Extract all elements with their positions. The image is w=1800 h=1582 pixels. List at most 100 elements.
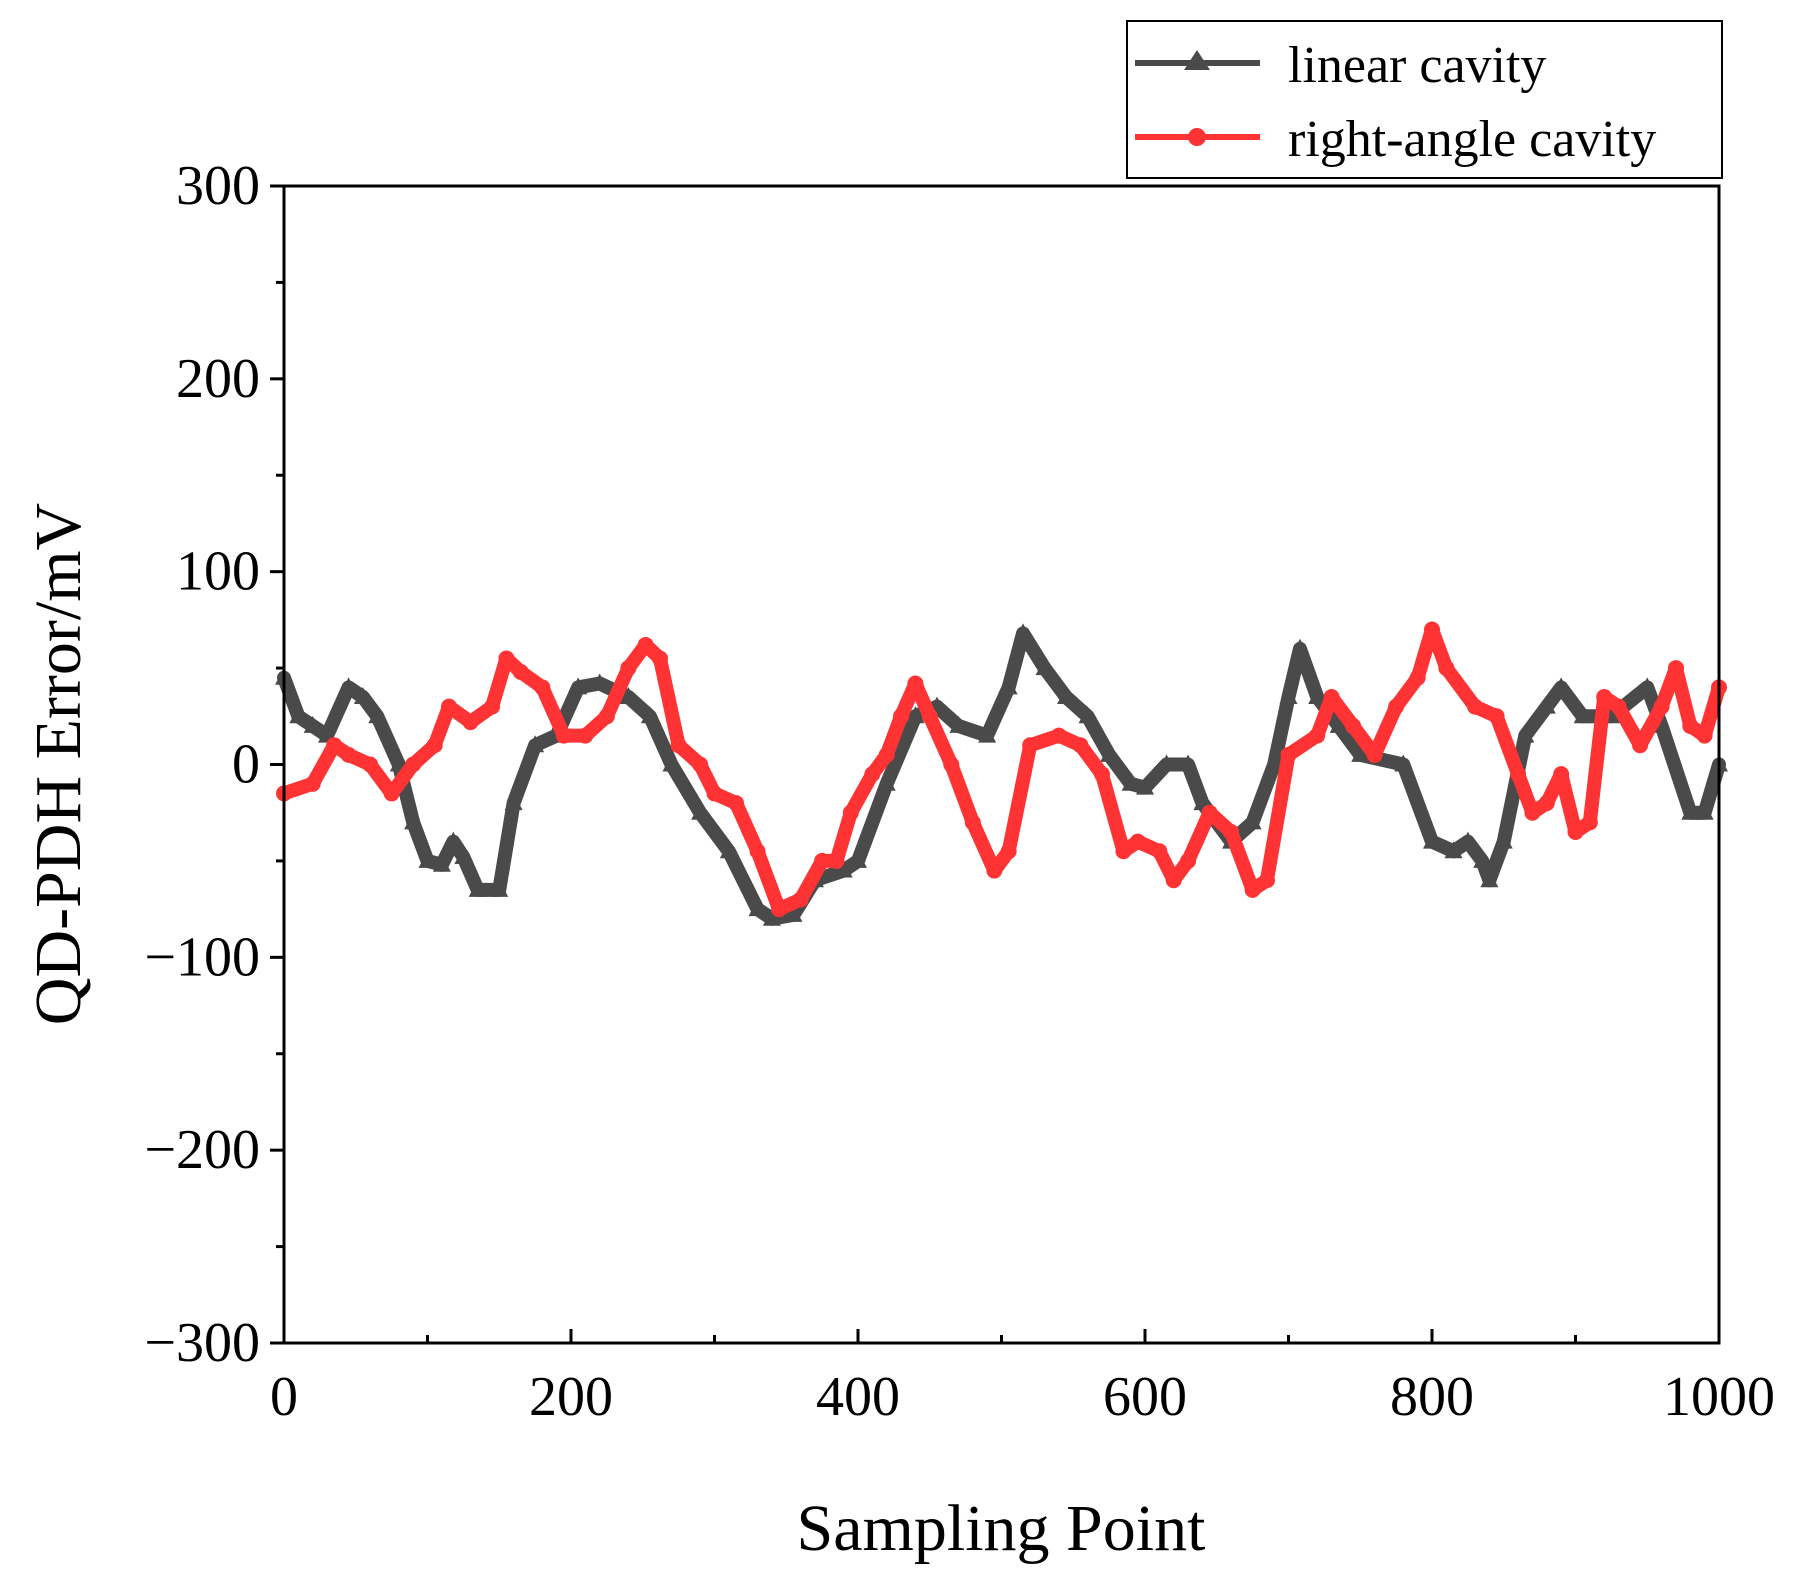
data-point <box>454 847 473 865</box>
data-point <box>864 766 881 783</box>
data-point <box>526 735 545 753</box>
data-point <box>1510 766 1527 783</box>
data-point <box>748 899 767 917</box>
data-point <box>1467 698 1484 715</box>
data-point <box>1423 831 1441 849</box>
data-point <box>418 850 437 868</box>
y-tick-label: 100 <box>176 541 260 603</box>
data-point <box>1201 804 1218 821</box>
data-point <box>1093 766 1110 783</box>
data-point <box>590 673 609 691</box>
y-tick-label: −200 <box>144 1119 260 1181</box>
data-point <box>1695 802 1714 820</box>
data-point <box>1394 754 1413 772</box>
data-point <box>1480 870 1499 888</box>
data-point <box>462 714 479 731</box>
data-point <box>1129 833 1146 850</box>
data-point <box>1290 638 1309 656</box>
data-point <box>1258 872 1275 889</box>
data-point <box>504 793 523 811</box>
data-point <box>289 706 308 724</box>
y-tick-label: 300 <box>176 155 260 217</box>
data-point <box>1473 850 1492 868</box>
data-point <box>1488 708 1505 725</box>
data-point <box>1516 725 1535 743</box>
data-point <box>1567 823 1584 840</box>
data-point <box>1494 831 1513 849</box>
data-point <box>1345 717 1362 734</box>
data-point <box>1538 795 1555 812</box>
data-point <box>1121 773 1140 791</box>
data-point <box>619 687 638 705</box>
data-point <box>326 737 343 754</box>
data-point <box>943 756 960 773</box>
data-point <box>1667 660 1684 677</box>
data-point <box>1280 746 1297 763</box>
data-point <box>1308 687 1327 705</box>
x-tick-label: 600 <box>1103 1366 1187 1428</box>
y-tick-label: 0 <box>232 734 260 796</box>
data-point <box>878 746 895 763</box>
data-point <box>986 862 1003 879</box>
data-point <box>1632 737 1649 754</box>
data-point <box>949 715 968 733</box>
data-point <box>340 746 357 763</box>
data-point <box>978 725 997 743</box>
data-point <box>771 901 788 918</box>
data-point <box>1388 698 1405 715</box>
y-tick-label: −100 <box>144 926 260 988</box>
data-point <box>906 706 925 724</box>
data-point <box>999 677 1018 695</box>
data-point <box>640 706 659 724</box>
data-point <box>1000 843 1017 860</box>
data-point <box>1424 621 1440 638</box>
data-point <box>303 715 322 733</box>
data-point <box>834 860 853 878</box>
data-point <box>569 677 588 695</box>
data-point <box>1100 744 1119 762</box>
legend-label-right-angle: right-angle cavity <box>1288 111 1656 168</box>
x-axis-title: Sampling Point <box>797 1492 1206 1565</box>
x-tick-label: 1000 <box>1663 1366 1775 1428</box>
data-point <box>441 698 458 715</box>
data-point <box>1180 852 1197 869</box>
data-point <box>383 785 400 802</box>
data-point <box>534 679 551 696</box>
data-point <box>691 802 710 820</box>
data-point <box>1351 744 1370 762</box>
data-point <box>1524 804 1541 821</box>
x-tick-label: 400 <box>816 1366 900 1428</box>
data-point <box>762 908 781 926</box>
data-point <box>1553 766 1570 783</box>
x-tick-label: 200 <box>529 1366 613 1428</box>
data-point <box>1458 831 1477 849</box>
data-point <box>1223 823 1240 840</box>
data-point <box>405 756 422 773</box>
data-point <box>1014 623 1033 641</box>
data-point <box>490 879 509 897</box>
data-point <box>1179 754 1198 772</box>
y-axis-title: QD-PDH Error/mV <box>22 503 95 1025</box>
data-point <box>1573 706 1592 724</box>
data-point <box>1309 727 1326 744</box>
data-point <box>598 708 615 725</box>
data-point <box>849 850 867 868</box>
data-point <box>1329 715 1348 733</box>
data-point <box>1681 802 1700 820</box>
data-point <box>1638 677 1657 695</box>
data-point <box>1409 669 1426 686</box>
data-point <box>842 804 859 821</box>
data-point <box>1050 727 1067 744</box>
data-point <box>893 708 910 725</box>
data-point <box>1444 841 1463 859</box>
data-point <box>814 852 831 869</box>
legend-triangle-marker-icon <box>1184 50 1210 70</box>
data-point <box>498 650 515 667</box>
data-point <box>921 708 938 725</box>
data-point <box>1653 698 1670 715</box>
data-point <box>728 795 745 812</box>
data-point <box>353 687 372 705</box>
data-point <box>1151 843 1168 860</box>
legend-box <box>1126 20 1723 179</box>
data-point <box>1035 658 1054 676</box>
